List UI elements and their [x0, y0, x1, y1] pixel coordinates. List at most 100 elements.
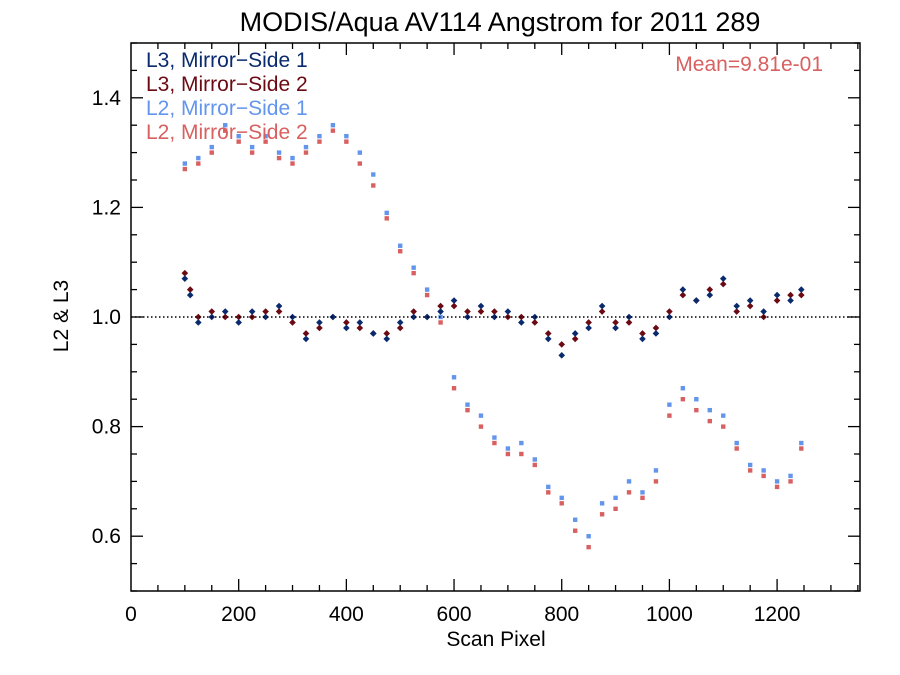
- data-point: [236, 139, 241, 144]
- data-point: [437, 308, 444, 315]
- data-point: [369, 330, 377, 337]
- data-point: [613, 506, 618, 511]
- data-point: [640, 490, 645, 495]
- data-point: [384, 210, 389, 216]
- data-point: [707, 418, 712, 424]
- data-point: [491, 308, 498, 315]
- data-point: [612, 319, 619, 326]
- data-point: [465, 402, 470, 407]
- data-point: [721, 424, 726, 429]
- data-point: [182, 166, 188, 172]
- data-point: [761, 468, 766, 473]
- data-point: [571, 335, 579, 343]
- axis-ticks: [131, 42, 860, 592]
- data-point: [586, 534, 591, 539]
- data-point: [383, 335, 391, 343]
- data-point: [302, 335, 310, 343]
- data-point: [330, 128, 336, 133]
- data-point: [235, 319, 242, 326]
- data-point: [357, 161, 363, 166]
- data-point: [411, 270, 416, 276]
- data-point: [317, 139, 322, 144]
- data-point: [290, 161, 295, 166]
- data-point: [384, 216, 389, 221]
- legend-entry: L2, Mirror−Side 2: [146, 121, 308, 144]
- x-tick-labels: 0 200 400 600 800 1000 1200: [125, 603, 800, 626]
- data-point: [396, 319, 404, 326]
- data-point: [505, 446, 511, 451]
- legend-entry: L3, Mirror−Side 2: [146, 73, 308, 96]
- chart-title: MODIS/Aqua AV114 Angstrom for 2011 289: [240, 7, 761, 37]
- data-point: [546, 484, 551, 490]
- data-point: [383, 330, 391, 337]
- data-point: [221, 308, 229, 315]
- data-point: [316, 324, 323, 332]
- data-point: [451, 386, 457, 391]
- data-point: [788, 479, 793, 484]
- data-point: [438, 320, 443, 325]
- data-point: [640, 495, 645, 501]
- data-point: [221, 313, 229, 321]
- data-point: [465, 407, 470, 413]
- data-point: [450, 302, 458, 310]
- data-point: [492, 435, 497, 440]
- data-point: [410, 308, 417, 315]
- y-tick-label: 1.4: [92, 87, 122, 110]
- x-tick-label: 400: [329, 603, 364, 626]
- data-point: [544, 335, 552, 343]
- data-point: [559, 495, 564, 501]
- data-point: [302, 330, 310, 337]
- data-point: [290, 155, 295, 161]
- data-point: [746, 302, 754, 310]
- data-point: [532, 457, 538, 462]
- data-point: [558, 341, 566, 348]
- x-tick-label: 800: [544, 603, 579, 626]
- data-point: [747, 468, 753, 473]
- data-point: [653, 468, 659, 473]
- data-point: [209, 144, 214, 150]
- data-point: [478, 413, 484, 418]
- data-point: [558, 352, 566, 359]
- data-point: [209, 150, 214, 155]
- data-point: [195, 319, 202, 326]
- data-point: [329, 313, 337, 321]
- y-tick-label: 1.2: [92, 196, 121, 219]
- data-point: [236, 133, 241, 139]
- data-point: [276, 155, 282, 161]
- data-point: [734, 440, 739, 446]
- data-point: [773, 291, 781, 299]
- data-point: [491, 313, 498, 321]
- data-point: [599, 501, 605, 506]
- data-point: [773, 297, 781, 304]
- y-axis-title: L2 & L3: [50, 280, 73, 352]
- data-point: [639, 330, 646, 337]
- legend-entry: L3, Mirror−Side 1: [146, 49, 308, 72]
- data-point: [719, 275, 727, 282]
- data-point: [371, 183, 376, 188]
- data-point: [248, 308, 256, 315]
- data-point: [598, 308, 606, 315]
- data-point: [437, 302, 444, 310]
- data-point: [249, 144, 255, 150]
- data-point: [410, 313, 417, 321]
- x-tick-label: 200: [221, 603, 256, 626]
- data-point: [464, 308, 471, 315]
- data-point: [626, 490, 632, 495]
- data-point: [787, 297, 794, 304]
- data-point: [747, 462, 753, 468]
- data-point: [798, 286, 805, 293]
- data-point: [276, 150, 282, 155]
- data-point: [303, 144, 309, 150]
- data-point: [679, 291, 687, 299]
- data-point: [398, 249, 403, 254]
- x-tick-label: 0: [125, 603, 137, 626]
- data-point: [734, 446, 739, 451]
- y-tick-label: 0.8: [92, 416, 121, 439]
- legend: L3, Mirror−Side 1L3, Mirror−Side 2 L2, Mi…: [146, 49, 308, 144]
- series-1: [181, 269, 805, 348]
- data-point: [531, 313, 539, 321]
- data-point: [721, 413, 726, 418]
- series-3: [182, 128, 804, 550]
- data-point: [343, 319, 350, 326]
- data-point: [262, 313, 269, 321]
